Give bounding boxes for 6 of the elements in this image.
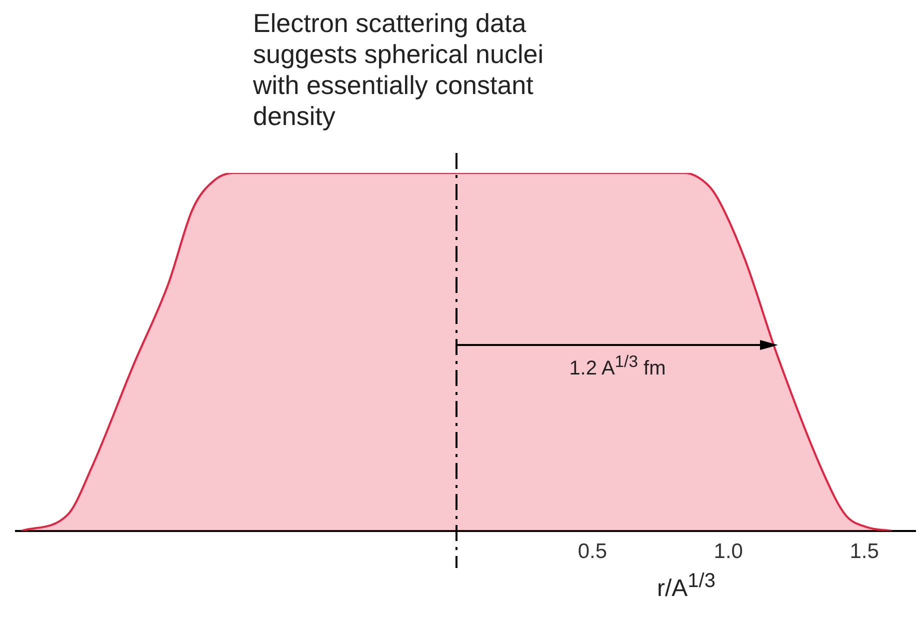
- x-axis-title: r/A$^{1/3}$: [656, 570, 716, 603]
- x-tick-label: 0.5: [578, 540, 608, 564]
- chart-title: Electron scattering data suggests spherical nuclei with essentially constant density: [253, 8, 544, 132]
- x-tick-label: 1.0: [714, 540, 743, 564]
- x-tick-label: 1.5: [850, 540, 879, 564]
- annotation: 1.2 A$^{1/3}$ fm: [568, 352, 667, 381]
